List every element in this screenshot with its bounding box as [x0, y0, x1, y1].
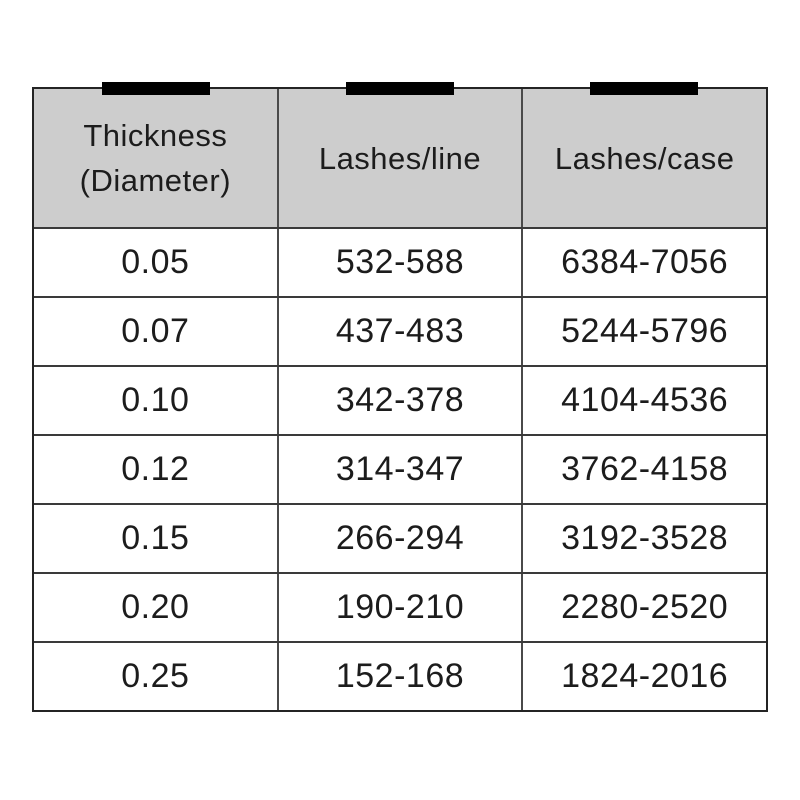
- table-row: 0.20 190-210 2280-2520: [34, 574, 766, 643]
- lashes-line-value: 190-210: [276, 574, 522, 641]
- header-lashes-per-case-label: Lashes/case: [554, 140, 735, 176]
- lash-spec-table: Thickness (Diameter) Lashes/line Lashes/…: [32, 82, 768, 712]
- lashes-line-value: 152-168: [276, 643, 522, 710]
- table-row: 0.25 152-168 1824-2016: [34, 643, 766, 710]
- thickness-value: 0.20: [121, 588, 190, 626]
- lashes-line-value: 342-378: [276, 367, 522, 434]
- lashes-case-value: 3762-4158: [521, 436, 766, 503]
- thickness-value: 0.10: [121, 381, 190, 419]
- lashes-line-value: 266-294: [276, 505, 522, 572]
- header-thickness-line2: (Diameter): [79, 163, 232, 198]
- lashes-case-value: 2280-2520: [521, 574, 766, 641]
- lashes-case-value: 6384-7056: [521, 229, 766, 296]
- thickness-value: 0.07: [121, 312, 190, 350]
- lashes-case-value: 1824-2016: [521, 643, 766, 710]
- column-tab-decoration: [346, 82, 454, 95]
- lashes-case-value: 5244-5796: [521, 298, 766, 365]
- table-row: 0.15 266-294 3192-3528: [34, 505, 766, 574]
- lashes-case-value: 3192-3528: [521, 505, 766, 572]
- table-row: 0.12 314-347 3762-4158: [34, 436, 766, 505]
- header-lashes-per-line-label: Lashes/line: [318, 140, 482, 176]
- column-tab-decoration: [589, 82, 698, 95]
- column-tab-decoration: [102, 82, 210, 95]
- header-lashes-per-line: Lashes/line: [276, 89, 522, 227]
- table-row: 0.10 342-378 4104-4536: [34, 367, 766, 436]
- header-thickness-line1: Thickness: [83, 118, 228, 153]
- thickness-value: 0.15: [121, 519, 190, 557]
- table-row: 0.07 437-483 5244-5796: [34, 298, 766, 367]
- thickness-value: 0.05: [121, 243, 190, 281]
- table-row: 0.05 532-588 6384-7056: [34, 229, 766, 298]
- table-header-row: Thickness (Diameter) Lashes/line Lashes/…: [34, 89, 766, 229]
- lashes-line-value: 314-347: [276, 436, 522, 503]
- lashes-line-value: 532-588: [276, 229, 522, 296]
- header-lashes-per-case: Lashes/case: [521, 89, 766, 227]
- thickness-value: 0.25: [121, 657, 190, 695]
- lashes-line-value: 437-483: [276, 298, 522, 365]
- thickness-value: 0.12: [121, 450, 190, 488]
- header-thickness: Thickness (Diameter): [34, 89, 277, 227]
- lashes-case-value: 4104-4536: [521, 367, 766, 434]
